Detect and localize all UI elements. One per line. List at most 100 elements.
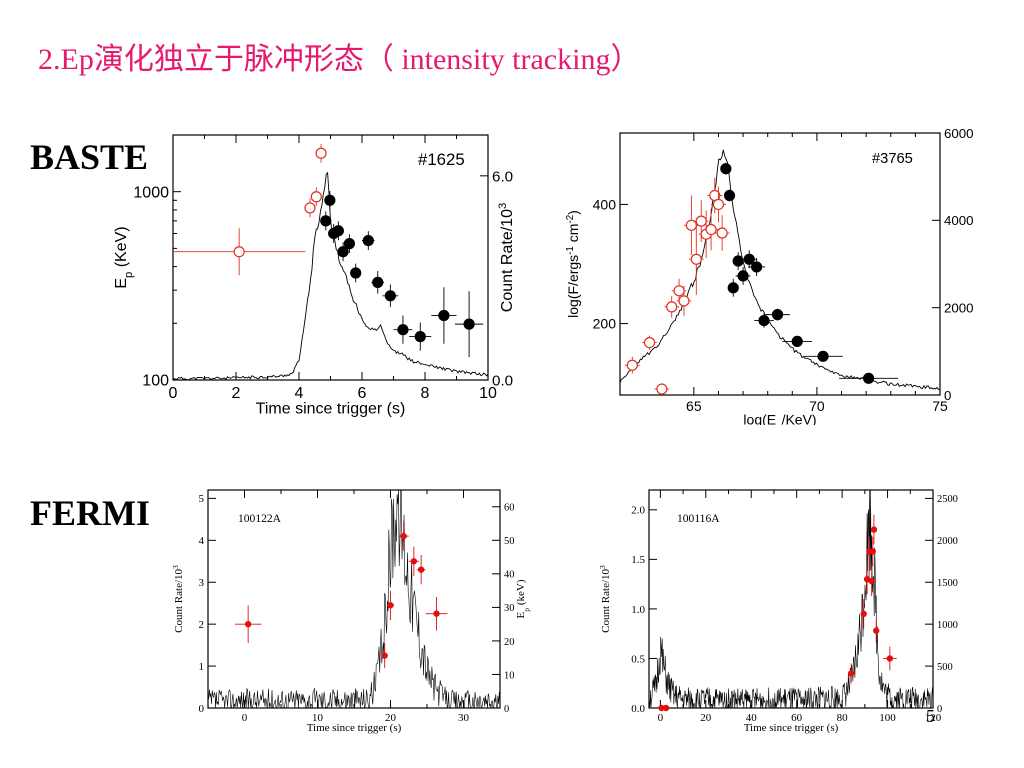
data-point bbox=[743, 253, 755, 265]
chart-annotation: #3765 bbox=[872, 151, 913, 167]
x-tick-label: 10 bbox=[312, 712, 324, 724]
x-tick-label: 75 bbox=[932, 398, 948, 414]
x-tick-label: 2 bbox=[232, 385, 241, 402]
x-tick-label: 20 bbox=[700, 712, 712, 724]
y2-tick-label: 1500 bbox=[937, 578, 958, 589]
x-tick-label: 120 bbox=[925, 712, 942, 724]
x-tick-label: 4 bbox=[295, 385, 304, 402]
x-tick-label: 6 bbox=[358, 385, 367, 402]
data-point bbox=[869, 548, 876, 555]
y-tick-label: 5 bbox=[199, 493, 205, 505]
x-tick-label: 10 bbox=[479, 385, 497, 402]
x-tick-label: 8 bbox=[421, 385, 430, 402]
y-tick-label: 1 bbox=[199, 661, 205, 673]
data-point bbox=[732, 255, 744, 267]
data-point bbox=[343, 238, 355, 250]
chart-annotation: 100116A bbox=[677, 513, 720, 525]
open-data-point bbox=[666, 301, 678, 313]
y-tick-label: 1.0 bbox=[631, 604, 645, 616]
chart-baste-3765: 6570752004000200040006000log(Ep/KeV)log(… bbox=[565, 126, 974, 425]
data-point bbox=[720, 163, 732, 175]
x-axis-label: log(Ep/KeV) bbox=[743, 411, 816, 425]
y-tick-label: 2 bbox=[199, 619, 205, 631]
y2-tick-label: 0 bbox=[937, 704, 942, 715]
y2-tick-label: 2000 bbox=[944, 301, 974, 316]
x-tick-label: 0 bbox=[658, 712, 664, 724]
open-data-point bbox=[716, 227, 728, 239]
data-point bbox=[438, 309, 450, 322]
y2-tick-label: 500 bbox=[937, 662, 953, 673]
open-data-point bbox=[673, 285, 685, 297]
open-data-point bbox=[304, 202, 316, 214]
data-point bbox=[372, 276, 384, 288]
data-point bbox=[244, 620, 252, 628]
lightcurve-line bbox=[619, 149, 941, 391]
data-point bbox=[337, 246, 349, 258]
y-tick-label: 1000 bbox=[133, 184, 169, 201]
data-point bbox=[324, 194, 336, 206]
x-tick-label: 65 bbox=[686, 398, 702, 414]
open-data-point bbox=[678, 295, 690, 307]
x-tick-label: 70 bbox=[809, 398, 825, 414]
y2-tick-label: 40 bbox=[504, 570, 514, 581]
y2-tick-label: 4000 bbox=[944, 213, 974, 228]
data-point bbox=[662, 704, 670, 712]
data-point bbox=[384, 290, 396, 302]
data-point bbox=[848, 670, 855, 677]
y-tick-label: 0.0 bbox=[631, 703, 645, 715]
data-point bbox=[433, 610, 440, 617]
y-axis-label: Count Rate/103 bbox=[171, 565, 186, 633]
y2-tick-label: 2500 bbox=[937, 494, 958, 505]
x-tick-label: 60 bbox=[791, 712, 803, 724]
data-point bbox=[387, 602, 394, 609]
data-point bbox=[381, 652, 388, 659]
x-tick-label: 0 bbox=[169, 385, 178, 402]
chart-annotation: #1625 bbox=[418, 150, 465, 169]
y2-tick-label: 30 bbox=[504, 603, 514, 614]
data-point bbox=[417, 566, 425, 573]
y2-tick-label: 0 bbox=[504, 704, 509, 715]
open-data-point bbox=[695, 215, 707, 227]
x-tick-label: 80 bbox=[837, 712, 849, 724]
slide-title: 2.Ep演化独立于脉冲形态（ intensity tracking） bbox=[38, 43, 641, 76]
data-point bbox=[817, 350, 829, 362]
open-data-point bbox=[690, 253, 702, 265]
x-axis-label: Time since trigger (s) bbox=[256, 401, 406, 418]
y-tick-label: 200 bbox=[593, 315, 617, 331]
y-tick-label: 100 bbox=[142, 373, 169, 390]
y2-tick-label: 60 bbox=[504, 503, 514, 514]
y2-tick-label: 0.0 bbox=[492, 373, 513, 390]
plot-frame bbox=[172, 134, 489, 381]
data-point bbox=[723, 189, 736, 202]
open-data-point bbox=[315, 147, 327, 159]
open-data-point bbox=[656, 383, 668, 395]
y-axis-label: log(F/ergs-1 cm-2) bbox=[565, 210, 582, 318]
data-point bbox=[400, 532, 407, 540]
data-point bbox=[791, 335, 803, 348]
data-point bbox=[414, 331, 426, 343]
chart-fermi-100116a: 0 20 40 60 80 100 120 0.0 0.5 1.0 1.5 2.0 0 500 1000 15… bbox=[598, 489, 958, 734]
y2-tick-label: 6000 bbox=[944, 126, 974, 141]
data-point bbox=[320, 215, 332, 227]
data-point bbox=[863, 372, 875, 384]
data-point bbox=[332, 225, 344, 237]
y-tick-label: 0 bbox=[199, 703, 205, 715]
y2-tick-label: 1000 bbox=[937, 620, 958, 631]
data-point bbox=[727, 282, 739, 294]
x-tick-label: 100 bbox=[879, 712, 896, 724]
data-point bbox=[362, 234, 374, 247]
page-number: 5 bbox=[926, 706, 935, 726]
data-point bbox=[737, 270, 749, 282]
chart-annotation: 100122A bbox=[238, 513, 282, 525]
y-tick-label: 3 bbox=[199, 577, 205, 589]
data-point bbox=[751, 261, 763, 273]
y-axis-label: Count Rate/103 bbox=[598, 565, 613, 633]
y2-tick-label: 2000 bbox=[937, 536, 958, 547]
data-point bbox=[410, 558, 418, 565]
y2-axis-label: Ep (keV) bbox=[515, 579, 531, 618]
data-point bbox=[868, 577, 875, 585]
plot-frame bbox=[648, 489, 934, 709]
fermi-label: FERMI bbox=[30, 493, 150, 533]
data-point bbox=[886, 655, 894, 662]
